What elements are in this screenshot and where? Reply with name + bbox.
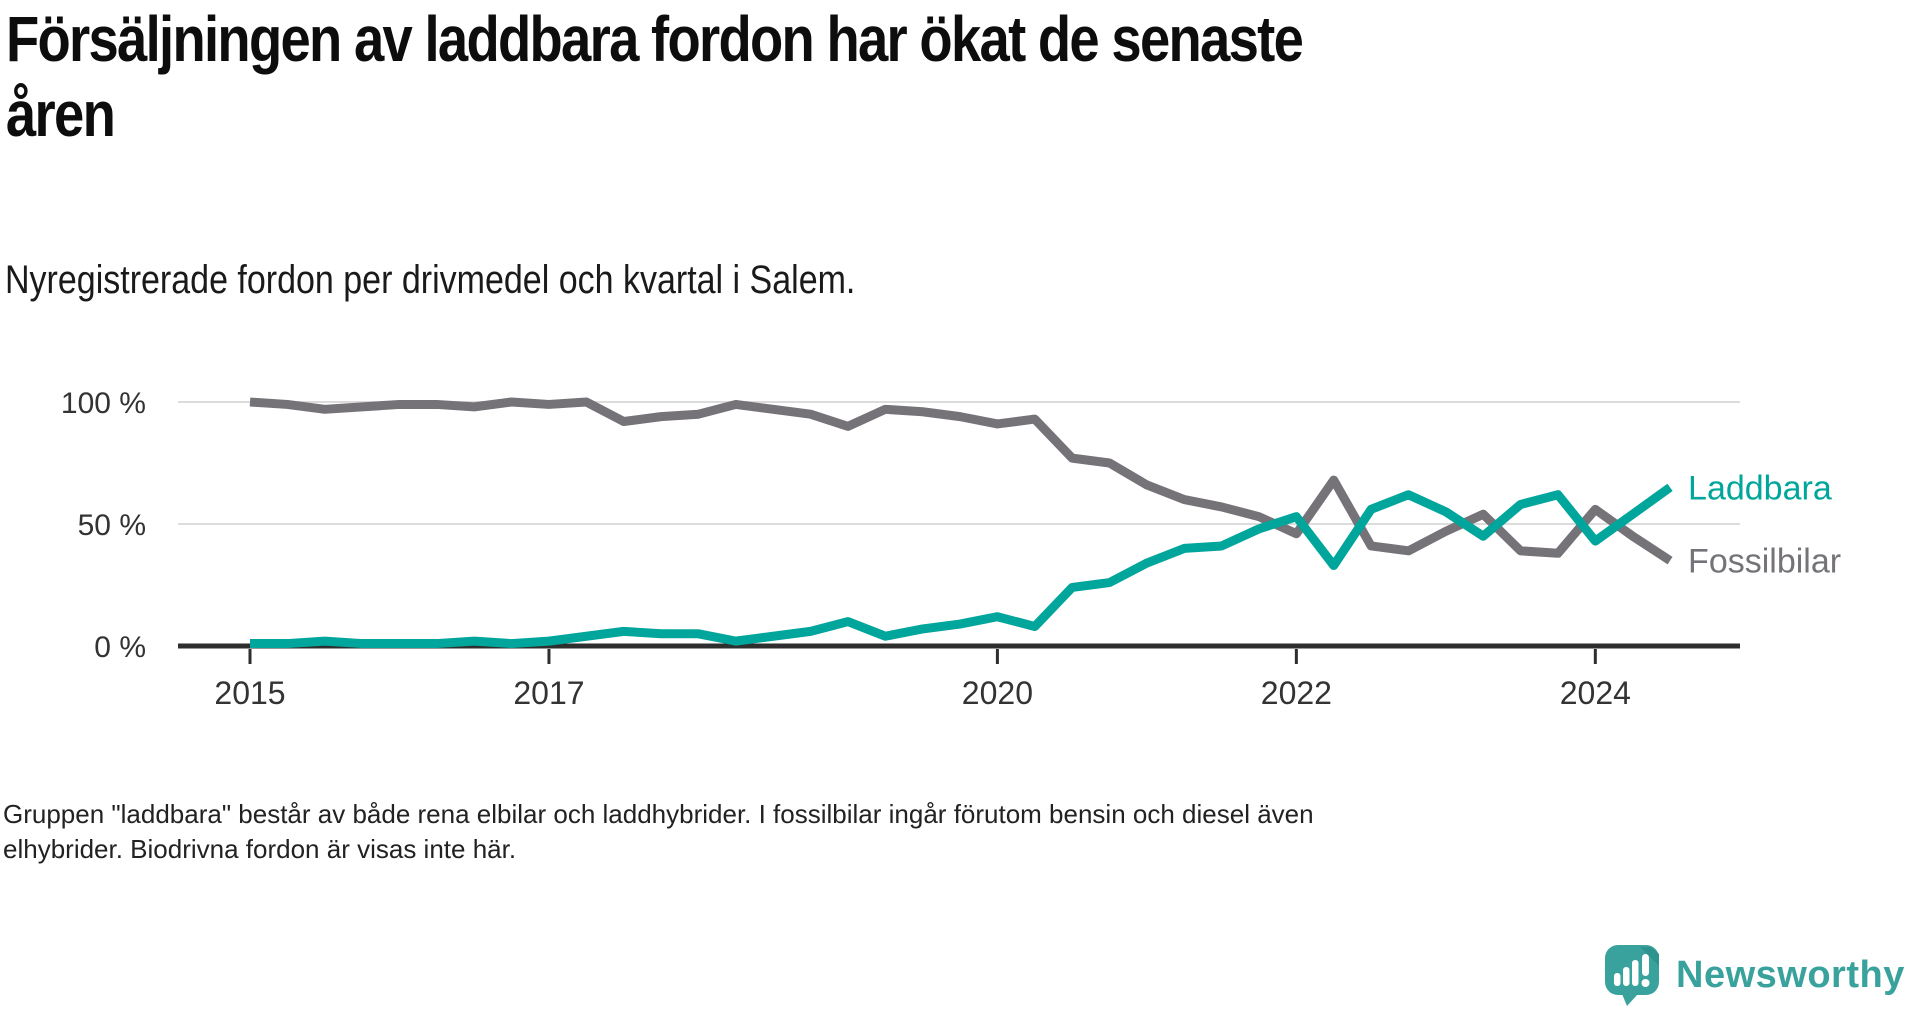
logo-exclamation-bar — [1642, 954, 1649, 976]
series-label-fossilbilar: Fossilbilar — [1688, 543, 1841, 581]
series-label-laddbara: Laddbara — [1688, 469, 1832, 507]
logo-bar-1 — [1614, 973, 1621, 986]
logo-exclamation-dot — [1641, 979, 1650, 987]
line-fossilbilar — [249, 397, 1673, 565]
x-axis-tick-label: 2020 — [962, 675, 1033, 711]
newsworthy-logo: Newsworthy — [1604, 944, 1905, 1006]
chart-subtitle: Nyregistrerade fordon per drivmedel och … — [5, 258, 856, 302]
y-axis-tick-label: 50 % — [78, 509, 146, 542]
logo-bar-3 — [1632, 960, 1639, 986]
line-chart: 100 % 50 % 0 % 2015 2017 2020 2022 2024 Fossilbi… — [61, 387, 1841, 711]
y-axis-tick-label: 0 % — [94, 631, 146, 664]
logo-bubble-fold — [1640, 947, 1659, 966]
line-laddbara — [250, 483, 1673, 649]
x-axis-tick-label: 2022 — [1261, 675, 1332, 711]
newsworthy-logo-text: Newsworthy — [1676, 953, 1905, 996]
y-axis-tick-label: 100 % — [61, 387, 146, 420]
page-title-line-1: Försäljningen av laddbara fordon har öka… — [6, 3, 1304, 75]
chart-footnote: Gruppen "laddbara" består av både rena e… — [3, 797, 1314, 867]
x-axis-tick-label: 2017 — [513, 675, 584, 711]
x-axis-tick-label: 2024 — [1560, 675, 1631, 711]
page-title: Försäljningen av laddbara fordon har öka… — [6, 2, 1304, 152]
newsworthy-logo-icon — [1605, 945, 1659, 1006]
chart-footnote-line-2: elhybrider. Biodrivna fordon är visas in… — [3, 834, 517, 864]
logo-bubble-tail — [1622, 994, 1638, 1006]
page-title-line-2: åren — [6, 78, 116, 150]
logo-bar-2 — [1623, 967, 1630, 986]
chart-footnote-line-1: Gruppen "laddbara" består av både rena e… — [3, 799, 1314, 829]
x-axis-tick-label: 2015 — [214, 675, 285, 711]
